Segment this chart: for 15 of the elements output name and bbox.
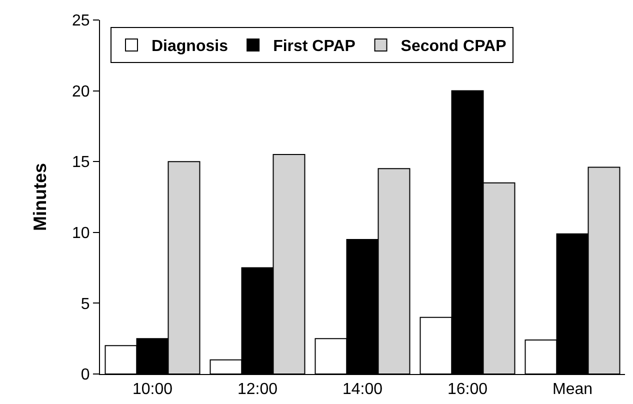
y-tick-label: 0 (80, 366, 90, 384)
x-tick-label: 16:00 (447, 381, 488, 398)
x-tick-label: Mean (552, 381, 593, 398)
legend-label: Second CPAP (400, 38, 507, 56)
y-axis-title: Minutes (30, 162, 50, 232)
x-tick-label: 14:00 (342, 381, 383, 398)
y-tick-label: 20 (72, 83, 90, 100)
y-tick-label: 25 (72, 12, 90, 30)
x-tick-label: 10:00 (132, 381, 173, 398)
y-tick-label: 5 (80, 296, 90, 313)
legend-label: First CPAP (273, 38, 356, 56)
legend-label: Diagnosis (152, 38, 228, 56)
y-tick-label: 10 (72, 225, 90, 242)
x-tick-label: 12:00 (237, 381, 278, 398)
y-tick-label: 15 (72, 154, 90, 172)
